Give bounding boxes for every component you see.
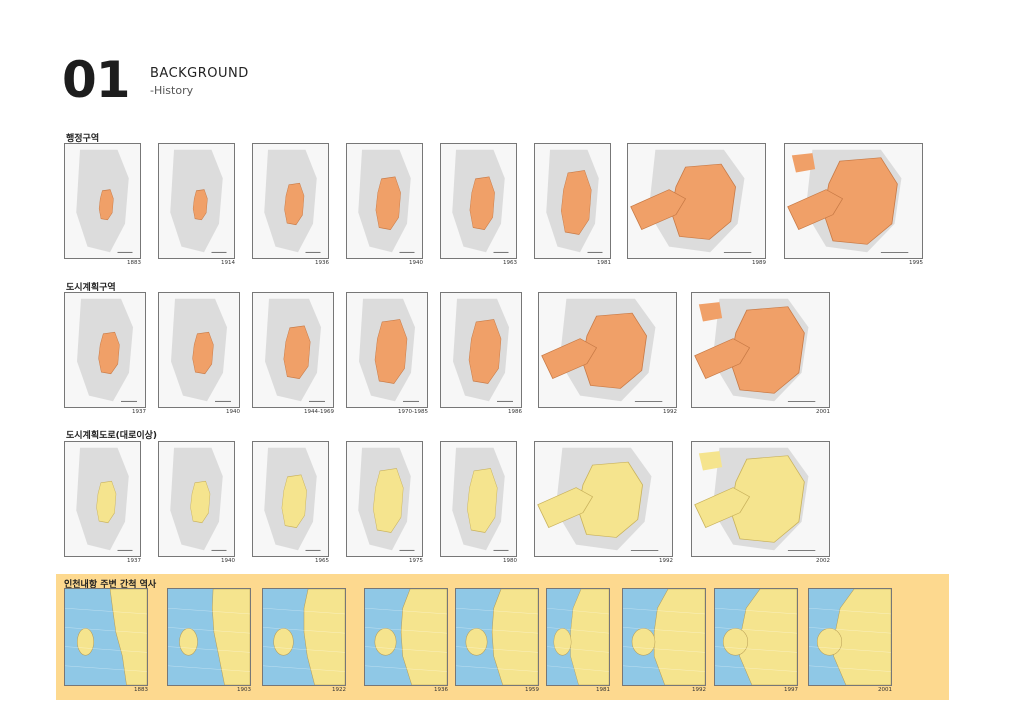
map-year-label: 1992 (692, 687, 706, 693)
map-thumbnail (622, 588, 706, 686)
map-year-label: 1975 (409, 558, 423, 564)
map-year-label: 2001 (816, 409, 830, 415)
map-thumbnail (64, 441, 141, 557)
map-thumbnail (691, 441, 830, 557)
map-year-label: 1981 (596, 687, 610, 693)
map-thumbnail (627, 143, 766, 259)
map-thumbnail (167, 588, 251, 686)
section-label-planning: 도시계획구역 (66, 283, 116, 293)
map-thumbnail (158, 292, 240, 408)
map-year-label: 1959 (525, 687, 539, 693)
map-thumbnail (440, 292, 522, 408)
map-year-label: 1963 (503, 260, 517, 266)
map-thumbnail (252, 143, 329, 259)
map-year-label: 1980 (503, 558, 517, 564)
section-label-admin: 행정구역 (66, 134, 100, 144)
map-thumbnail (64, 588, 148, 686)
map-thumbnail (455, 588, 539, 686)
map-year-label: 1936 (434, 687, 448, 693)
map-thumbnail (440, 441, 517, 557)
map-thumbnail (784, 143, 923, 259)
map-thumbnail (64, 143, 141, 259)
map-thumbnail (346, 143, 423, 259)
map-year-label: 1903 (237, 687, 251, 693)
map-thumbnail (158, 441, 235, 557)
page-subtitle: -History (150, 84, 194, 97)
map-year-label: 1965 (315, 558, 329, 564)
map-thumbnail (252, 441, 329, 557)
section-label-roads: 도시계획도로(대로이상) (66, 431, 158, 441)
map-thumbnail (364, 588, 448, 686)
map-thumbnail (534, 441, 673, 557)
map-thumbnail (691, 292, 830, 408)
map-year-label: 1997 (784, 687, 798, 693)
map-thumbnail (534, 143, 611, 259)
map-year-label: 2001 (878, 687, 892, 693)
map-thumbnail (262, 588, 346, 686)
map-year-label: 1922 (332, 687, 346, 693)
map-year-label: 1937 (132, 409, 146, 415)
map-year-label: 1883 (134, 687, 148, 693)
map-thumbnail (808, 588, 892, 686)
map-year-label: 1936 (315, 260, 329, 266)
map-thumbnail (346, 441, 423, 557)
map-year-label: 2002 (816, 558, 830, 564)
map-year-label: 1986 (508, 409, 522, 415)
map-year-label: 1914 (221, 260, 235, 266)
map-year-label: 1970-1985 (398, 409, 428, 415)
map-thumbnail (440, 143, 517, 259)
map-thumbnail (252, 292, 334, 408)
map-year-label: 1937 (127, 558, 141, 564)
map-year-label: 1940 (221, 558, 235, 564)
section-label-reclamation: 인천내항 주변 간척 역사 (64, 580, 157, 590)
map-thumbnail (538, 292, 677, 408)
map-year-label: 1992 (663, 409, 677, 415)
map-year-label: 1992 (659, 558, 673, 564)
map-year-label: 1981 (597, 260, 611, 266)
map-thumbnail (346, 292, 428, 408)
map-year-label: 1940 (409, 260, 423, 266)
section-number: 01 (62, 51, 131, 109)
map-thumbnail (546, 588, 610, 686)
map-year-label: 1989 (752, 260, 766, 266)
map-thumbnail (158, 143, 235, 259)
map-year-label: 1995 (909, 260, 923, 266)
map-year-label: 1944-1969 (304, 409, 334, 415)
map-thumbnail (64, 292, 146, 408)
map-year-label: 1940 (226, 409, 240, 415)
page-title: BACKGROUND (150, 66, 249, 81)
map-thumbnail (714, 588, 798, 686)
map-year-label: 1883 (127, 260, 141, 266)
